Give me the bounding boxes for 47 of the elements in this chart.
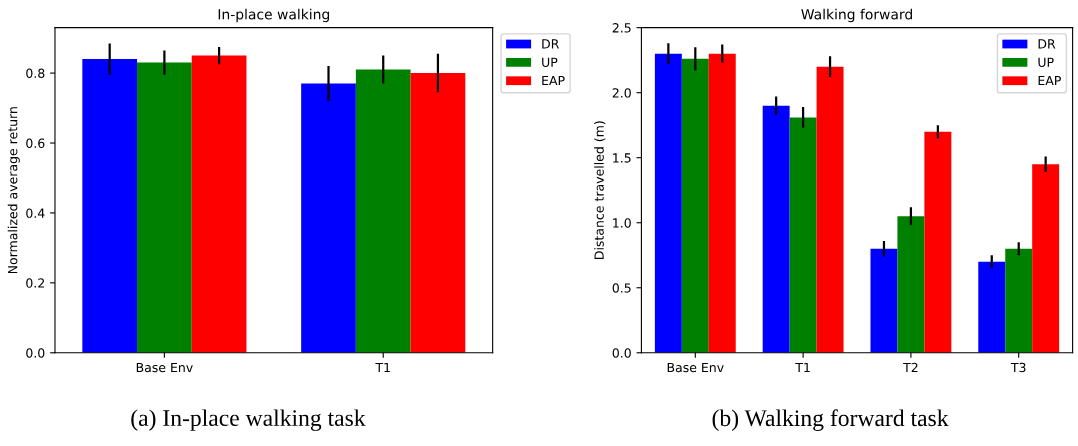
bar xyxy=(789,117,817,353)
bar xyxy=(301,83,356,353)
legend-label: EAP xyxy=(1038,75,1061,86)
bar xyxy=(708,53,736,353)
y-tick-label: 0.8 xyxy=(26,68,45,79)
legend-label: DR xyxy=(1038,39,1056,49)
text: (b) Walking forward task xyxy=(712,409,949,431)
x-tick-label: T1 xyxy=(375,362,390,373)
y-tick-label: 0.6 xyxy=(26,138,45,148)
x-tick-label: T1 xyxy=(795,362,810,373)
y-tick-label: 1.0 xyxy=(613,218,631,228)
bar xyxy=(654,53,682,353)
bar xyxy=(137,62,192,353)
x-tick-label: T3 xyxy=(1010,362,1026,373)
x-tick-label: T2 xyxy=(903,362,918,373)
y-tick-label: 0.5 xyxy=(612,283,631,293)
y-tick-label: 0.4 xyxy=(26,208,45,218)
bar xyxy=(410,73,466,353)
x-tick-label: Base Env xyxy=(667,362,724,373)
y-tick-label: 0.0 xyxy=(26,348,45,358)
legend-label: UP xyxy=(1038,57,1054,67)
legend-label: EAP xyxy=(542,75,565,86)
bar xyxy=(816,66,844,353)
bar xyxy=(870,248,898,353)
bar xyxy=(762,105,790,353)
bar xyxy=(924,131,952,353)
legend-label: UP xyxy=(542,57,558,67)
legend-label: DR xyxy=(542,39,560,49)
y-tick-label: 2.0 xyxy=(612,88,631,98)
x-tick-label: Base Env xyxy=(136,362,193,373)
chart-title: In-place walking xyxy=(218,8,330,23)
y-tick-label: 2.5 xyxy=(612,23,631,33)
bar xyxy=(191,55,247,353)
y-tick-label: 1.5 xyxy=(613,153,631,163)
bar xyxy=(355,69,411,353)
bar xyxy=(1032,164,1060,353)
y-axis-title: Normalized average return xyxy=(7,107,20,274)
bar xyxy=(1005,248,1033,353)
chart-title: Walking forward xyxy=(801,8,912,23)
bar xyxy=(978,261,1006,353)
y-tick-label: 0.0 xyxy=(612,348,631,358)
bar xyxy=(82,59,138,353)
text: (a) In-place walking task xyxy=(131,409,366,431)
y-axis-title: Distance travelled (m) xyxy=(594,121,606,259)
bar xyxy=(681,58,709,353)
bar xyxy=(897,216,925,353)
y-tick-label: 0.2 xyxy=(26,278,44,288)
